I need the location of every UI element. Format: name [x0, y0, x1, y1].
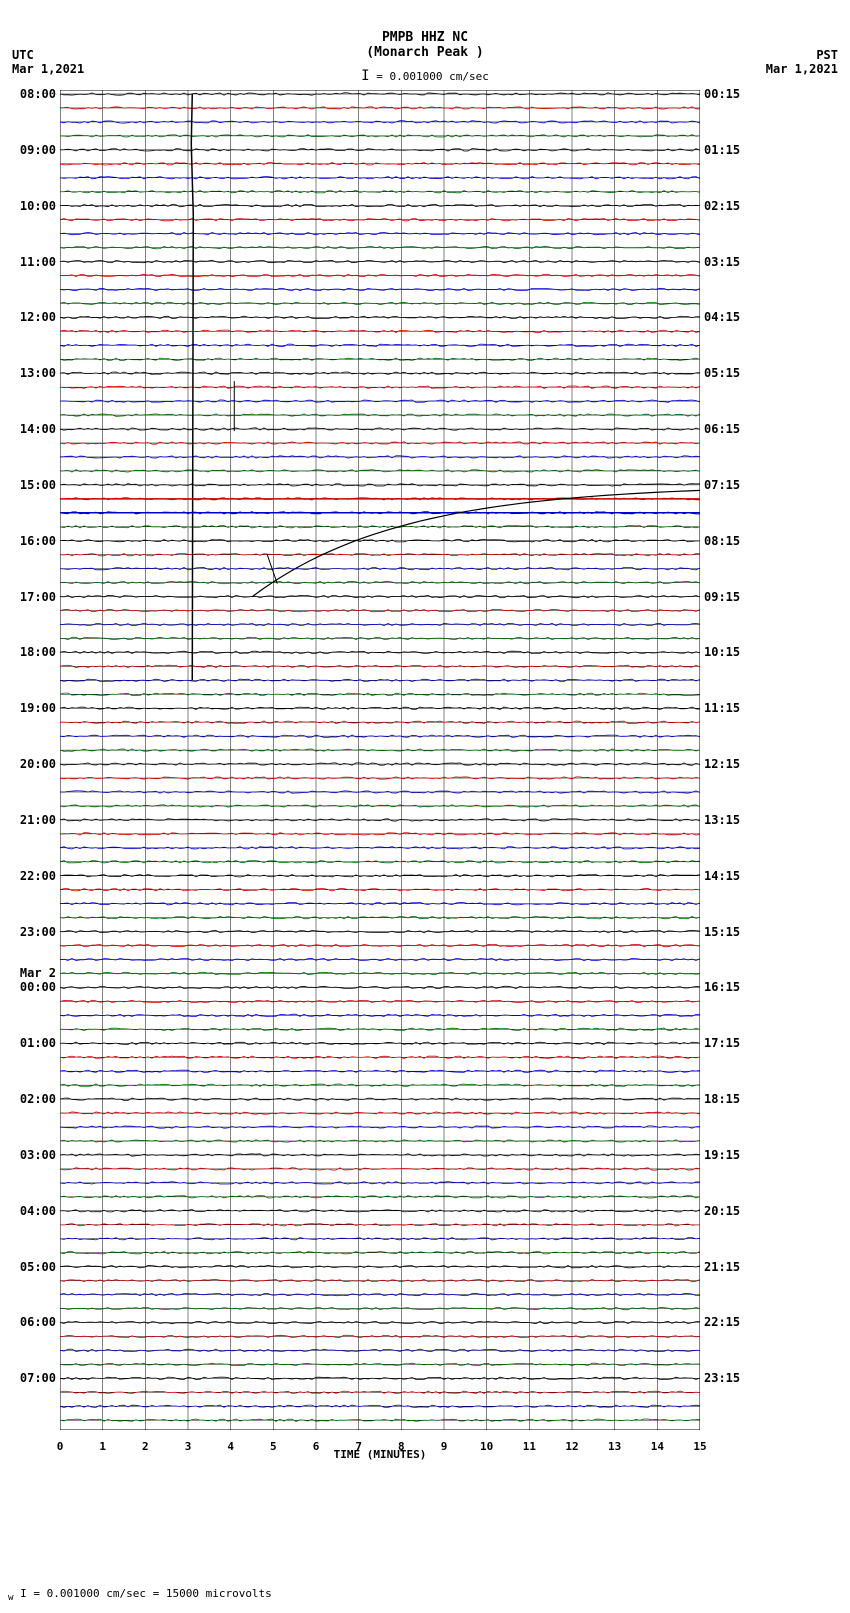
utc-hour-label: 14:00 [20, 422, 56, 436]
pst-hour-label: 17:15 [704, 1036, 740, 1050]
pst-hour-label: 09:15 [704, 590, 740, 604]
pst-hour-label: 08:15 [704, 534, 740, 548]
utc-hour-label: 16:00 [20, 534, 56, 548]
x-axis-label: TIME (MINUTES) [60, 1448, 700, 1461]
station-location: (Monarch Peak ) [0, 45, 850, 60]
pst-hour-label: 22:15 [704, 1315, 740, 1329]
utc-hour-label: 01:00 [20, 1036, 56, 1050]
utc-hour-label: 04:00 [20, 1204, 56, 1218]
pst-hour-label: 00:15 [704, 87, 740, 101]
pst-hour-label: 02:15 [704, 199, 740, 213]
seismograph-plot [60, 90, 700, 1430]
utc-hour-label: 03:00 [20, 1148, 56, 1162]
pst-hour-label: 21:15 [704, 1260, 740, 1274]
utc-hour-label: 15:00 [20, 478, 56, 492]
seismograph-container: PMPB HHZ NC (Monarch Peak ) I = 0.001000… [0, 0, 850, 1613]
pst-hour-label: 06:15 [704, 422, 740, 436]
pst-hour-label: 03:15 [704, 255, 740, 269]
footer-scale: w I = 0.001000 cm/sec = 15000 microvolts [8, 1587, 272, 1603]
x-axis-ticks: 0123456789101112131415 [60, 1430, 700, 1445]
pst-hour-label: 16:15 [704, 980, 740, 994]
utc-hour-label: 21:00 [20, 813, 56, 827]
utc-hour-label: 07:00 [20, 1371, 56, 1385]
pst-time-labels: 00:15 01:15 02:15 03:15 04:15 05:15 06:15 07:15… [702, 90, 762, 1430]
pst-hour-label: 13:15 [704, 813, 740, 827]
utc-hour-label: 08:00 [20, 87, 56, 101]
scale-label: I = 0.001000 cm/sec [0, 68, 850, 84]
utc-hour-label: 13:00 [20, 366, 56, 380]
pst-hour-label: 20:15 [704, 1204, 740, 1218]
utc-hour-label: 12:00 [20, 310, 56, 324]
timezone-right: PST [816, 48, 838, 62]
pst-hour-label: 19:15 [704, 1148, 740, 1162]
utc-time-labels: 08:00 09:00 10:00 11:00 12:00 13:00 14:00 15:00… [8, 90, 58, 1430]
utc-hour-label: 17:00 [20, 590, 56, 604]
utc-hour-label: 20:00 [20, 757, 56, 771]
utc-hour-label: 02:00 [20, 1092, 56, 1106]
utc-date-change: Mar 2 [20, 966, 56, 980]
pst-hour-label: 12:15 [704, 757, 740, 771]
date-left: Mar 1,2021 [12, 62, 84, 76]
pst-hour-label: 05:15 [704, 366, 740, 380]
utc-hour-label: 06:00 [20, 1315, 56, 1329]
pst-hour-label: 11:15 [704, 701, 740, 715]
pst-hour-label: 01:15 [704, 143, 740, 157]
pst-hour-label: 10:15 [704, 645, 740, 659]
pst-hour-label: 18:15 [704, 1092, 740, 1106]
utc-hour-label: 19:00 [20, 701, 56, 715]
utc-hour-label: 10:00 [20, 199, 56, 213]
utc-hour-label: 05:00 [20, 1260, 56, 1274]
timezone-left: UTC [12, 48, 34, 62]
pst-hour-label: 23:15 [704, 1371, 740, 1385]
station-code: PMPB HHZ NC [0, 0, 850, 45]
utc-hour-label: 18:00 [20, 645, 56, 659]
pst-hour-label: 14:15 [704, 869, 740, 883]
utc-hour-label: 22:00 [20, 869, 56, 883]
date-right: Mar 1,2021 [766, 62, 838, 76]
pst-hour-label: 04:15 [704, 310, 740, 324]
utc-hour-label: 11:00 [20, 255, 56, 269]
utc-hour-label: 00:00 [20, 980, 56, 994]
pst-hour-label: 07:15 [704, 478, 740, 492]
pst-hour-label: 15:15 [704, 925, 740, 939]
utc-hour-label: 23:00 [20, 925, 56, 939]
plot-svg [60, 90, 700, 1430]
utc-hour-label: 09:00 [20, 143, 56, 157]
